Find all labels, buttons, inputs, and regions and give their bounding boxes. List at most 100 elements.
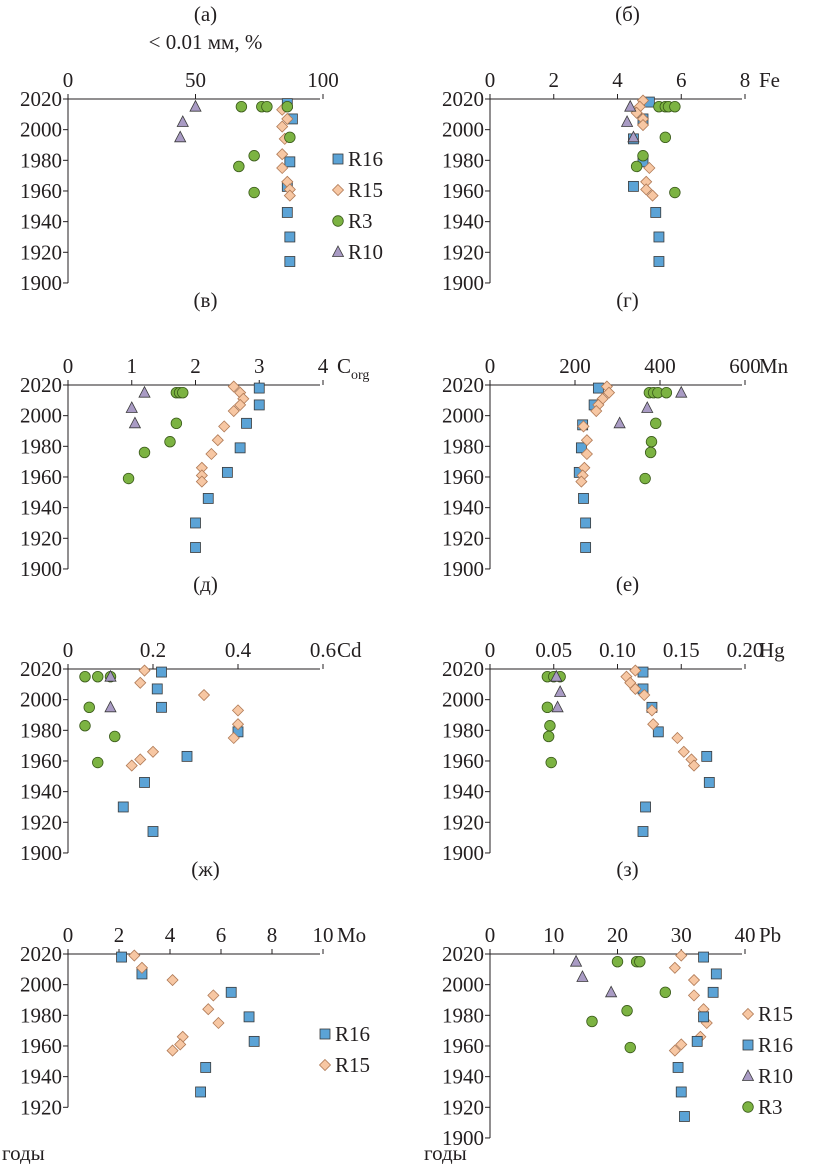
data-point-r16 [578,493,589,504]
y-tick-label: 1940 [442,210,484,234]
data-point-r15 [687,989,701,1002]
y-tick-label: 1940 [20,210,62,234]
data-point-r16 [575,442,587,454]
series-r15 [128,949,225,1057]
series-r3 [639,386,673,485]
y-tick-label: 1920 [20,240,62,264]
data-point-r15 [195,475,208,488]
panel-2: (б) 0 2 4 6 8 Fe 2020 2000 1980 1960 1940 1920 1900 [442,2,780,295]
panel-label: (б) [615,2,640,26]
y-tick-label: 2000 [20,118,62,142]
data-point-r16 [200,1062,212,1073]
x-tick-label: 0.2 [140,638,166,662]
data-point-r16 [181,750,193,762]
panel-1: (а) < 0.01 мм, % 0 50 100 2020 2000 1980 1960 194… [20,2,383,295]
x-tick-label: 400 [644,354,676,378]
y-tick-label: 1900 [20,557,62,581]
series-r3 [630,100,681,199]
data-point-r15 [580,434,593,447]
data-point-r3 [122,472,135,485]
series-r10 [620,99,640,143]
x-tick-label: 4 [165,923,176,947]
data-point-r10 [125,401,138,413]
legend-marker-r15 [331,183,345,197]
x-tick-label: 0 [485,68,496,92]
data-point-r3 [644,446,657,459]
panel-label: (ж) [191,857,220,881]
data-point-r16 [284,256,296,267]
data-point-r15 [128,949,141,962]
data-point-r16 [116,951,127,963]
legend-label-r16: R16 [335,1022,370,1046]
x-tick-label: 0.10 [599,638,636,662]
x-tick-label: 0 [485,638,496,662]
data-point-r15 [668,1044,681,1057]
data-point-r3 [235,100,248,113]
data-point-r15 [134,676,147,689]
x-axis-element-label: Cd [337,638,362,662]
data-point-r15 [687,973,701,987]
x-tick-label: 0.20 [727,638,764,662]
data-point-r15 [668,961,681,974]
legend: R15 R16 R10 R3 [741,1002,793,1119]
data-point-r3 [639,472,651,485]
legend: R16 R15 R3 R10 [331,147,383,264]
legend-label-r15: R15 [335,1053,370,1077]
data-point-r3 [92,756,104,769]
data-point-r16 [707,986,719,998]
x-tick-label: 0.4 [225,638,252,662]
data-point-r3 [83,701,95,714]
data-point-r3 [650,417,662,430]
y-tick-label: 2020 [442,657,484,681]
y-tick-label: 2020 [20,87,62,111]
data-point-r15 [138,664,151,677]
y-tick-label: 1980 [442,148,484,172]
data-point-r3 [634,955,646,968]
series-r10 [174,99,202,143]
data-point-r10 [641,401,654,413]
data-point-r10 [624,99,637,112]
x-axis-element-label: Fe [759,68,780,92]
data-point-r3 [261,100,273,113]
data-point-r10 [620,115,634,127]
y-tick-label: 1940 [20,780,62,804]
series-r10 [613,385,688,429]
data-point-r15 [166,1044,179,1057]
y-tick-label: 1960 [20,465,62,489]
y-tick-label: 1920 [442,240,484,264]
y-tick-label: 1920 [20,1095,62,1119]
data-point-r3 [542,730,555,743]
series-r3 [586,955,672,1054]
panel-label: (в) [194,288,218,312]
data-point-r10 [189,99,202,112]
data-point-r15 [590,404,603,418]
data-point-r3 [138,446,151,459]
element-symbol: Fe [759,68,780,92]
series-r10 [104,669,117,713]
data-point-r10 [138,385,151,398]
x-tick-label: 0 [63,923,74,947]
data-point-r16 [190,517,201,529]
y-tick-label: 1940 [442,780,484,804]
panel-5: (д) 0 0.2 0.4 0.6 Cd 2020 2000 1980 1960 1940 1920 1… [20,572,362,865]
legend-marker-r3 [332,215,344,227]
element-symbol: Hg [759,638,785,662]
data-point-r10 [104,700,117,713]
data-point-r15 [675,949,688,962]
data-point-r15 [602,386,616,399]
y-tick-label: 2000 [20,973,62,997]
data-point-r16 [703,777,715,788]
panel-label: (з) [616,857,638,881]
y-tick-label: 1980 [20,434,62,458]
series-r15 [276,103,296,202]
data-point-r16 [156,701,167,713]
data-point-r15 [207,989,220,1002]
y-tick-label: 2000 [20,404,62,428]
y-tick-label: 1980 [20,1003,62,1027]
data-point-r16 [628,180,639,192]
panel-label: (г) [616,288,639,312]
y-tick-label: 1920 [442,526,484,550]
data-point-r16 [225,986,237,998]
